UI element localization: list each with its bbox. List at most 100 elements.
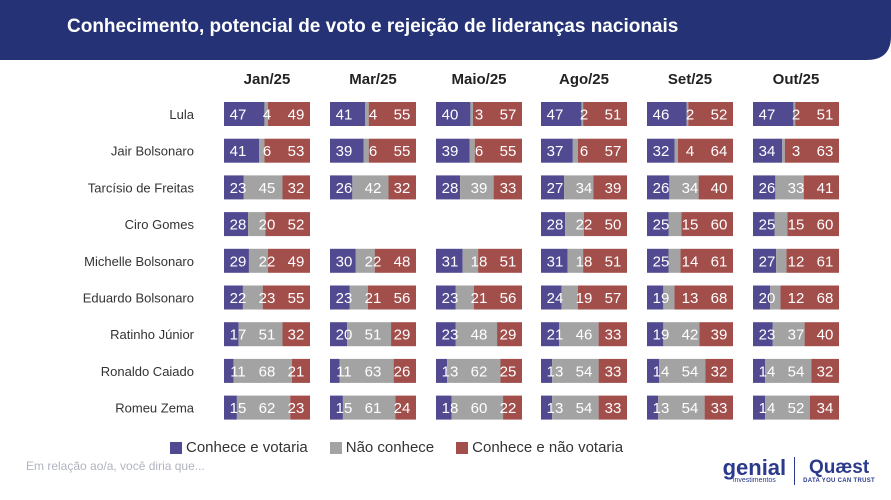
data-label: 13 <box>653 400 670 417</box>
data-label: 56 <box>394 290 411 307</box>
bar-segment <box>647 395 659 420</box>
data-label: 32 <box>711 363 728 380</box>
data-label: 23 <box>759 327 776 344</box>
bar-segment <box>391 322 416 347</box>
bar-segment <box>368 138 416 163</box>
data-label: 6 <box>475 143 483 160</box>
data-label: 57 <box>500 107 517 124</box>
bar-segment <box>436 102 471 126</box>
data-label: 54 <box>576 363 593 380</box>
bar-segment <box>753 248 777 273</box>
data-label: 51 <box>365 327 382 344</box>
bar-segment <box>598 358 627 383</box>
data-label: 68 <box>711 290 728 307</box>
data-label: 33 <box>605 400 622 417</box>
bar-segment <box>436 285 456 310</box>
bar-segment <box>567 248 584 273</box>
stacked-bar-chart: Jan/25 Mar/25 Maio/25 Ago/25 Set/25 Out/25 Lul… <box>83 71 839 420</box>
data-label: 31 <box>442 253 459 270</box>
bar-segment <box>786 248 839 273</box>
bar-segment <box>460 175 494 200</box>
legend-label: Conhece e não votaria <box>472 439 624 456</box>
data-label: 32 <box>817 363 834 380</box>
data-label: 26 <box>759 180 776 197</box>
bar-segment <box>330 138 364 163</box>
data-label: 28 <box>442 180 459 197</box>
bar-segment <box>668 248 681 273</box>
data-label: 52 <box>711 107 728 124</box>
data-label: 63 <box>365 363 382 380</box>
bar-segment <box>478 248 522 273</box>
bar-segment <box>647 285 664 310</box>
data-label: 55 <box>500 143 517 160</box>
data-label: 21 <box>365 290 382 307</box>
bar-segment <box>780 285 839 310</box>
period-header: Jan/25 <box>244 71 291 88</box>
bar-segment <box>290 395 310 420</box>
bar-segment <box>470 102 473 126</box>
data-label: 60 <box>471 400 488 417</box>
data-label: 62 <box>259 400 276 417</box>
bar-segment <box>753 175 776 200</box>
data-label: 37 <box>788 327 805 344</box>
data-label: 14 <box>682 253 699 270</box>
bar-segment <box>541 212 566 237</box>
data-label: 14 <box>759 363 776 380</box>
data-label: 2 <box>792 107 800 124</box>
data-label: 20 <box>759 290 776 307</box>
data-label: 32 <box>288 180 305 197</box>
category-label: Lula <box>169 107 194 122</box>
bar-segment <box>262 285 310 310</box>
bar-segment <box>811 358 839 383</box>
data-label: 15 <box>788 217 805 234</box>
data-label: 15 <box>230 400 247 417</box>
data-label: 32 <box>653 143 670 160</box>
data-label: 23 <box>230 180 247 197</box>
bar-segment <box>282 175 310 200</box>
bar-segment <box>686 102 689 126</box>
bar-segment <box>436 322 456 347</box>
data-label: 41 <box>336 107 353 124</box>
data-label: 60 <box>817 217 834 234</box>
legend-item-nao-conhece: Não conhece <box>329 439 434 456</box>
bar-segment <box>330 102 366 126</box>
data-label: 25 <box>653 253 670 270</box>
data-label: 54 <box>788 363 805 380</box>
bar-segment <box>224 212 249 237</box>
data-label: 53 <box>288 143 305 160</box>
data-label: 46 <box>576 327 593 344</box>
bar-segment <box>681 212 733 237</box>
data-label: 6 <box>580 143 588 160</box>
chart-legend: Conhece e votaria Não conhece Conhece e … <box>170 439 623 456</box>
bar-segment <box>583 248 627 273</box>
bar-segment <box>436 248 463 273</box>
data-label: 23 <box>336 290 353 307</box>
bar-segment <box>330 175 353 200</box>
bar-segment <box>541 138 573 163</box>
bar-segment <box>581 102 584 126</box>
bar-segment <box>330 285 350 310</box>
data-label: 22 <box>259 253 276 270</box>
bar-segment <box>784 138 839 163</box>
data-label: 61 <box>817 253 834 270</box>
bar-segment <box>772 322 805 347</box>
bar-segment <box>503 395 522 420</box>
bar-segment <box>688 102 733 126</box>
bar-segment <box>647 248 669 273</box>
bar-segment <box>388 175 416 200</box>
data-label: 13 <box>547 400 564 417</box>
bar-segment <box>541 358 553 383</box>
data-label: 49 <box>288 253 305 270</box>
bar-segment <box>775 175 804 200</box>
bar-segment <box>493 175 522 200</box>
bar-segment <box>330 358 340 383</box>
data-label: 29 <box>394 327 411 344</box>
data-label: 56 <box>500 290 517 307</box>
bar-segment <box>698 175 733 200</box>
bar-segment <box>395 395 416 420</box>
data-label: 23 <box>259 290 276 307</box>
bar-segment <box>367 285 416 310</box>
data-label: 54 <box>576 400 593 417</box>
legend-swatch <box>170 441 182 454</box>
data-label: 52 <box>288 217 305 234</box>
